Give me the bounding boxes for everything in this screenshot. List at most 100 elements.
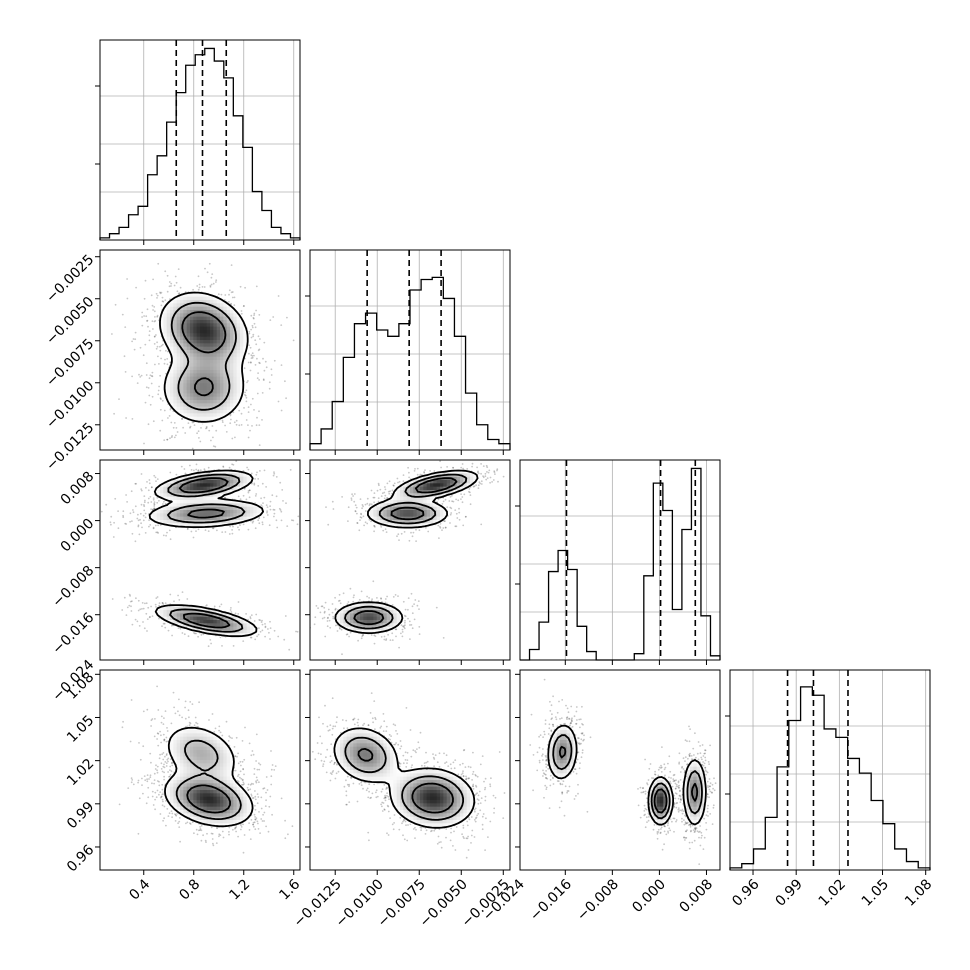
sample-point <box>239 498 242 501</box>
density-cell <box>236 326 241 331</box>
sample-point <box>159 374 162 377</box>
density-cell <box>213 373 218 378</box>
density-cell <box>170 513 174 518</box>
density-cell <box>216 313 221 318</box>
density-cell <box>220 400 224 404</box>
density-cell <box>220 303 224 308</box>
sample-point <box>181 591 184 593</box>
density-cell <box>213 300 218 304</box>
density-cell <box>216 320 221 324</box>
density-cell <box>166 310 171 314</box>
histogram-panel <box>725 669 931 875</box>
sample-point <box>397 533 400 536</box>
sample-point <box>482 465 485 467</box>
density-cell <box>196 300 201 304</box>
sample-point <box>221 531 224 533</box>
density-cell <box>236 373 241 378</box>
density-cell <box>223 350 228 354</box>
sample-point <box>247 406 250 408</box>
density-cell <box>176 523 181 528</box>
sample-point <box>224 496 227 499</box>
density-cell <box>200 353 204 358</box>
sample-point <box>214 445 217 448</box>
density-cell <box>160 493 164 498</box>
sample-point <box>178 599 181 601</box>
sample-point <box>198 286 201 289</box>
density-cell <box>226 346 231 351</box>
sample-point <box>262 379 265 381</box>
density-cell <box>230 380 234 384</box>
density-cell <box>166 320 171 324</box>
density-cell <box>200 343 204 348</box>
sample-point <box>143 442 145 445</box>
sample-point <box>245 613 248 615</box>
density-cell <box>216 506 221 511</box>
density-cell <box>183 406 188 411</box>
density-cell <box>236 626 241 631</box>
density-cell <box>233 513 238 518</box>
sample-point <box>153 335 156 338</box>
sample-point <box>145 315 148 318</box>
density-cell <box>176 320 181 324</box>
density-cell <box>200 606 204 611</box>
density-cell <box>216 623 221 628</box>
density-cell <box>236 633 241 638</box>
density-cell <box>220 480 224 484</box>
density-cell <box>210 403 214 408</box>
density-cell <box>220 410 224 414</box>
sample-point <box>156 531 159 534</box>
density-cell <box>176 313 181 318</box>
sample-point <box>251 356 254 359</box>
density-cell <box>213 313 218 318</box>
sample-point <box>384 488 387 491</box>
sample-point <box>228 289 231 292</box>
density-cell <box>183 500 188 504</box>
density-cell <box>176 310 181 314</box>
density-cell <box>223 403 228 408</box>
density-cell <box>196 360 201 364</box>
density-cell <box>190 506 194 511</box>
sample-point <box>138 533 141 536</box>
density-cell <box>213 613 218 618</box>
density-cell <box>216 340 221 344</box>
density-cell <box>176 360 181 364</box>
density-cell <box>170 376 174 381</box>
density-cell <box>206 340 211 344</box>
sample-point <box>448 500 451 502</box>
density-cell <box>240 346 244 351</box>
sample-point <box>163 622 166 625</box>
density-cell <box>176 490 181 494</box>
density-cell <box>216 610 221 614</box>
density-cell <box>220 370 224 374</box>
density-cell <box>223 316 228 321</box>
density-cell <box>210 623 214 628</box>
density-cell <box>210 330 214 334</box>
sample-point <box>269 620 271 623</box>
density-cell <box>233 360 238 364</box>
density-cell <box>230 626 234 631</box>
density-cell <box>190 606 194 611</box>
sample-point <box>153 503 156 506</box>
sample-point <box>179 627 182 630</box>
sample-point <box>373 501 375 504</box>
density-cell <box>230 340 234 344</box>
sample-point <box>240 310 243 312</box>
density-cell <box>216 386 221 391</box>
density-cell <box>196 403 201 408</box>
sample-point <box>250 328 253 331</box>
sample-point <box>262 357 264 360</box>
sample-point <box>191 447 194 450</box>
sample-point <box>170 421 173 424</box>
density-cell <box>193 626 198 631</box>
density-cell <box>216 390 221 394</box>
sample-point <box>137 519 140 522</box>
density-cell <box>203 366 208 371</box>
sample-point <box>141 316 144 318</box>
sample-point <box>205 604 208 607</box>
density-cell <box>183 313 188 318</box>
density-cell <box>183 310 188 314</box>
sample-point <box>137 513 139 516</box>
density-cell <box>213 323 218 328</box>
density-cell <box>250 510 254 514</box>
sample-point <box>200 427 202 429</box>
